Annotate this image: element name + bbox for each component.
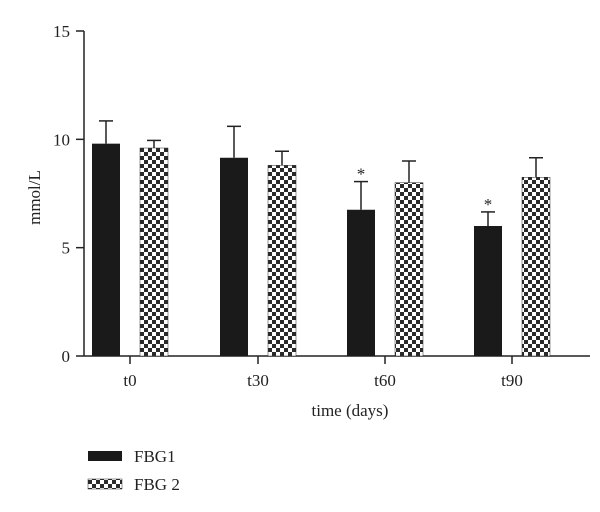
y-tick-label: 10 [53,130,70,149]
bar-FBG2-t0 [139,147,169,357]
significance-marker: * [357,165,366,184]
legend-label-FBG1: FBG1 [134,447,176,466]
bar-FBG1-t30 [220,157,248,356]
legend-label-FBG2: FBG 2 [134,475,180,494]
bar-FBG1-t60 [347,209,375,356]
bar-FBG2-t60 [394,182,424,357]
x-tick-label: t30 [247,371,269,390]
y-tick-label: 0 [62,347,71,366]
bar-FBG2-t90 [521,177,551,357]
legend: FBG1 FBG 2 [87,447,180,494]
y-axis-title: mmol/L [25,170,44,225]
bar-FBG1-t90 [474,226,502,356]
y-tick-label: 15 [53,22,70,41]
legend-swatch-FBG2 [87,478,123,490]
bar-FBG1-t0 [92,143,120,356]
y-tick-label: 5 [62,239,71,258]
axes: 0 5 10 15 t0 t30 t60 t90 time (days) mmol/L [25,22,590,420]
bars: ** [92,120,551,357]
x-axis-title: time (days) [312,401,389,420]
x-tick-label: t90 [501,371,523,390]
x-tick-label: t60 [374,371,396,390]
bar-FBG2-t30 [267,165,297,357]
significance-marker: * [484,195,493,214]
x-tick-label: t0 [123,371,136,390]
legend-swatch-FBG1 [88,451,122,461]
